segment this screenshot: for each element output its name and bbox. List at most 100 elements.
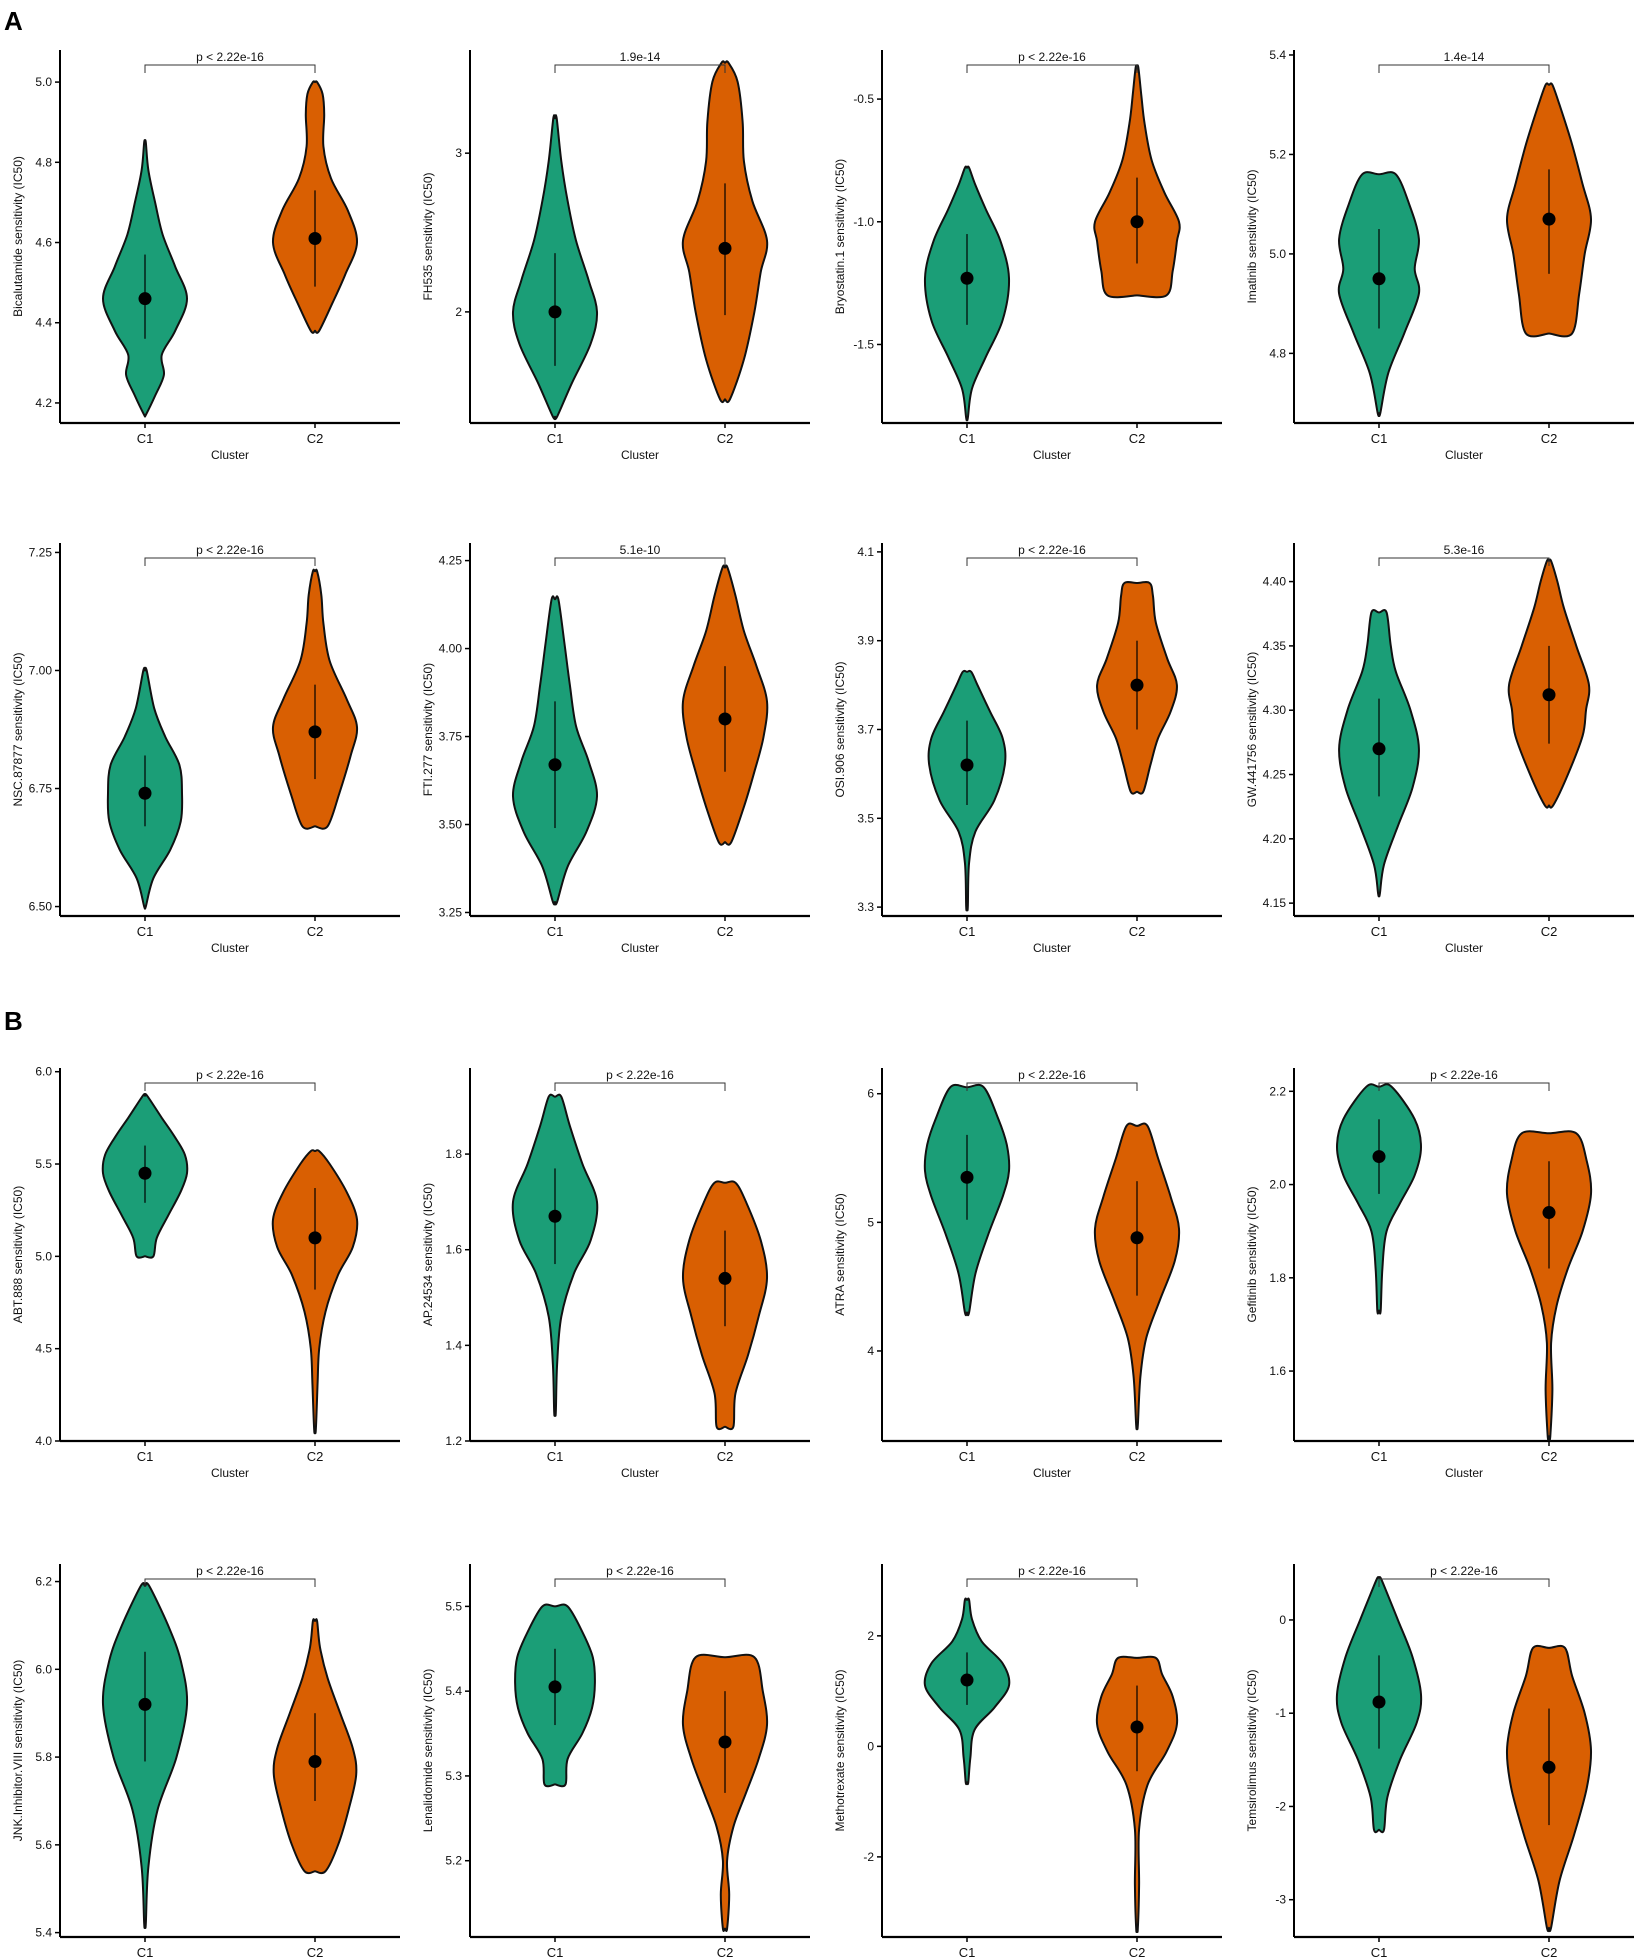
violin-plot-16: -3-2-10C1C2ClusterTemsirolimus sensitivi… — [1245, 1564, 1634, 1958]
y-tick-label: 4.0 — [35, 1434, 52, 1448]
y-axis-title: GW.441756 sensitivity (IC50) — [1245, 652, 1259, 807]
x-tick-label-c1: C1 — [959, 1449, 976, 1464]
y-tick-label: 0 — [867, 1739, 874, 1753]
y-tick-label: 7.00 — [29, 663, 53, 677]
y-tick-label: 5 — [867, 1215, 874, 1229]
median-point-c2 — [1542, 212, 1556, 226]
p-value-label: p < 2.22e-16 — [606, 1068, 674, 1082]
median-point-c1 — [548, 758, 562, 772]
median-point-c2 — [1130, 1231, 1144, 1245]
y-tick-label: 4.6 — [35, 236, 52, 250]
y-tick-label: 5.0 — [1269, 247, 1286, 261]
y-tick-label: 1.6 — [1269, 1364, 1286, 1378]
x-axis-title: Cluster — [211, 1466, 249, 1480]
y-tick-label: 4.25 — [439, 554, 463, 568]
y-axis-title: Lenalidomide sensitivity (IC50) — [421, 1669, 435, 1832]
y-tick-label: 2 — [455, 305, 462, 319]
x-tick-label-c2: C2 — [717, 431, 734, 446]
y-tick-label: 4.40 — [1263, 575, 1287, 589]
x-tick-label-c1: C1 — [137, 924, 154, 939]
median-point-c1 — [548, 1680, 562, 1694]
p-value-label: 1.4e-14 — [1444, 50, 1485, 64]
y-axis-title: FH535 sensitivity (IC50) — [421, 172, 435, 300]
x-tick-label-c1: C1 — [1371, 924, 1388, 939]
x-tick-label-c2: C2 — [1541, 1449, 1558, 1464]
y-tick-label: 3.75 — [439, 730, 463, 744]
y-tick-label: 1.8 — [445, 1147, 462, 1161]
violin-c1 — [1335, 1083, 1423, 1315]
y-tick-label: 5.2 — [445, 1854, 462, 1868]
y-tick-label: -1 — [1275, 1706, 1286, 1720]
x-tick-label-c2: C2 — [717, 1449, 734, 1464]
significance-bracket — [1378, 1578, 1550, 1587]
x-tick-label-c1: C1 — [1371, 1449, 1388, 1464]
x-tick-label-c2: C2 — [1129, 924, 1146, 939]
x-axis-title: Cluster — [621, 448, 659, 462]
x-tick-label-c2: C2 — [307, 431, 324, 446]
y-tick-label: 1.2 — [445, 1434, 462, 1448]
y-axis-title: ATRA sensitivity (IC50) — [833, 1193, 847, 1315]
median-point-c1 — [960, 758, 974, 772]
p-value-label: 5.1e-10 — [620, 543, 661, 557]
x-tick-label-c2: C2 — [307, 924, 324, 939]
significance-bracket — [1378, 64, 1550, 73]
y-tick-label: 7.25 — [29, 545, 53, 559]
y-tick-label: 6.0 — [35, 1662, 52, 1676]
y-tick-label: 2.0 — [1269, 1178, 1286, 1192]
significance-bracket — [554, 64, 726, 73]
y-tick-label: -0.5 — [853, 92, 874, 106]
y-tick-label: 4.2 — [35, 396, 52, 410]
significance-bracket — [966, 1082, 1138, 1091]
y-tick-label: 4 — [867, 1344, 874, 1358]
p-value-label: 1.9e-14 — [620, 50, 661, 64]
median-point-c2 — [718, 241, 732, 255]
violin-c2 — [1095, 1655, 1179, 1933]
median-point-c2 — [1542, 1760, 1556, 1774]
x-tick-label-c1: C1 — [547, 1945, 564, 1958]
violin-plot-1: 4.2 4.4 4.6 4.8 5.0 C1 C2 Cluster Bicalutamide s… — [11, 50, 400, 462]
y-tick-label: 5.8 — [35, 1750, 52, 1764]
x-axis-title: Cluster — [1445, 448, 1483, 462]
p-value-label: p < 2.22e-16 — [606, 1564, 674, 1578]
violin-plot-8: 4.15 4.20 4.25 4.30 4.35 4.40 C1 C2 Cluster GW.44… — [1245, 543, 1634, 955]
y-tick-label: 5.5 — [35, 1157, 52, 1171]
y-axis-title: NSC.87877 sensitivity (IC50) — [11, 652, 25, 806]
y-tick-label: 4.15 — [1263, 896, 1287, 910]
violin-plot-4: 4.8 5.0 5.2 5.4 C1 C2 Cluster Imatinib sensitiv… — [1245, 48, 1634, 462]
y-tick-label: 6.75 — [29, 782, 53, 796]
p-value-label: p < 2.22e-16 — [1018, 543, 1086, 557]
median-point-c1 — [548, 305, 562, 319]
violin-plot-7: 3.3 3.5 3.7 3.9 4.1 C1 C2 Cluster OSI.906 sensit… — [833, 543, 1222, 955]
y-tick-label: 0 — [1279, 1613, 1286, 1627]
significance-bracket — [1378, 1082, 1550, 1091]
p-value-label: p < 2.22e-16 — [1018, 50, 1086, 64]
x-axis-title: Cluster — [211, 448, 249, 462]
x-axis-title: Cluster — [1033, 941, 1071, 955]
median-point-c2 — [1130, 678, 1144, 692]
violin-plot-11: 4 5 6 C1 C2 Cluster ATRA sensitivity (IC50) p <… — [833, 1068, 1222, 1480]
y-tick-label: 4.5 — [35, 1342, 52, 1356]
median-point-c2 — [1130, 215, 1144, 229]
p-value-label: 5.3e-16 — [1444, 543, 1485, 557]
y-axis-title: Imatinib sensitivity (IC50) — [1245, 169, 1259, 303]
x-tick-label-c2: C2 — [307, 1945, 324, 1958]
median-point-c1 — [138, 1697, 152, 1711]
y-tick-label: 5.4 — [35, 1926, 52, 1940]
y-axis-title: AP.24534 sensitivity (IC50) — [421, 1183, 435, 1326]
median-point-c1 — [960, 1673, 974, 1687]
p-value-label: p < 2.22e-16 — [1018, 1564, 1086, 1578]
significance-bracket — [554, 1082, 726, 1091]
y-tick-label: -1.0 — [853, 215, 874, 229]
y-tick-label: 4.35 — [1263, 639, 1287, 653]
significance-bracket — [554, 557, 726, 566]
significance-bracket — [554, 1578, 726, 1587]
y-tick-label: 4.1 — [857, 545, 874, 559]
median-point-c1 — [960, 271, 974, 285]
y-tick-label: 3.9 — [857, 634, 874, 648]
y-tick-label: 3.7 — [857, 723, 874, 737]
y-tick-label: 3.5 — [857, 811, 874, 825]
x-tick-label-c1: C1 — [1371, 1945, 1388, 1958]
p-value-label: p < 2.22e-16 — [196, 1564, 264, 1578]
median-point-c1 — [1372, 272, 1386, 286]
